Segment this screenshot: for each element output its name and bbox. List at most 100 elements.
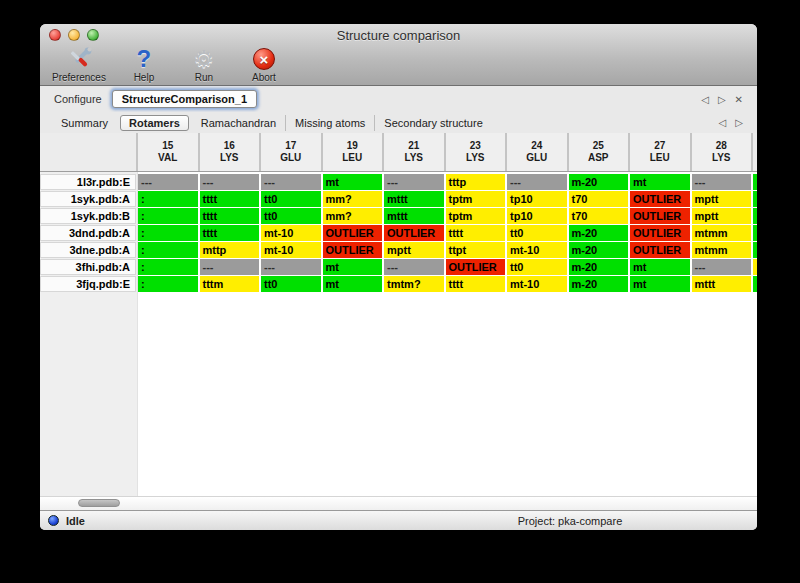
rotamer-cell[interactable]: mt-10: [507, 242, 567, 258]
preferences-button[interactable]: Preferences: [52, 46, 106, 83]
rotamer-cell[interactable]: mm?: [323, 191, 383, 207]
prev-tab-icon[interactable]: ◁: [719, 117, 727, 128]
tab-ramachandran[interactable]: Ramachandran: [192, 115, 285, 131]
rotamer-cell[interactable]: OUTLIER: [323, 225, 383, 241]
rotamer-cell[interactable]: mttt: [384, 191, 444, 207]
rotamer-cell[interactable]: mt: [323, 259, 383, 275]
close-config-icon[interactable]: ✕: [735, 94, 743, 105]
row-label[interactable]: 1l3r.pdb:E: [40, 174, 136, 190]
rotamer-cell[interactable]: tp10: [507, 191, 567, 207]
zoom-window-button[interactable]: [87, 29, 99, 41]
rotamer-cell[interactable]: tt0: [261, 191, 321, 207]
rotamer-cell[interactable]: tttt: [200, 208, 260, 224]
column-header-16[interactable]: 16LYS: [200, 133, 260, 171]
tab-summary[interactable]: Summary: [52, 115, 117, 131]
rotamer-cell[interactable]: m-20: [569, 276, 629, 292]
rotamer-cell[interactable]: mttt: [384, 208, 444, 224]
rotamer-cell[interactable]: ---: [692, 259, 752, 275]
close-window-button[interactable]: [49, 29, 61, 41]
rotamer-cell[interactable]: mttt: [692, 276, 752, 292]
column-header-17[interactable]: 17GLU: [261, 133, 321, 171]
rotamer-cell[interactable]: tttt: [446, 225, 506, 241]
rotamer-cell[interactable]: OUTLIER: [446, 259, 506, 275]
column-header-19[interactable]: 19LEU: [323, 133, 383, 171]
column-header-15[interactable]: 15VAL: [138, 133, 198, 171]
rotamer-cell[interactable]: mt: [630, 276, 690, 292]
rotamer-cell[interactable]: mt-10: [261, 225, 321, 241]
rotamer-cell[interactable]: tt0: [507, 259, 567, 275]
help-button[interactable]: ? Help: [122, 46, 166, 83]
rotamer-cell[interactable]: m-20: [569, 259, 629, 275]
rotamer-cell[interactable]: mttp: [200, 242, 260, 258]
rotamer-cell[interactable]: mm?: [323, 208, 383, 224]
rotamer-cell[interactable]: tttp: [446, 174, 506, 190]
rotamer-cell[interactable]: tt0: [507, 225, 567, 241]
rotamer-cell[interactable]: mptt: [692, 208, 752, 224]
rotamer-cell[interactable]: :: [138, 191, 198, 207]
minimize-window-button[interactable]: [68, 29, 80, 41]
rotamer-cell[interactable]: tp10: [507, 208, 567, 224]
rotamer-cell[interactable]: OUTLIER: [630, 191, 690, 207]
tab-missing-atoms[interactable]: Missing atoms: [285, 115, 374, 131]
rotamer-cell[interactable]: tttt: [200, 191, 260, 207]
rotamer-cell[interactable]: OUTLIER: [630, 242, 690, 258]
configuration-tab[interactable]: StructureComparison_1: [112, 90, 257, 108]
rotamer-cell[interactable]: mtmm: [692, 225, 752, 241]
rotamer-cell[interactable]: mt: [323, 276, 383, 292]
row-label[interactable]: 3fjq.pdb:E: [40, 276, 136, 292]
rotamer-cell[interactable]: tptm: [446, 208, 506, 224]
abort-button[interactable]: × Abort: [242, 46, 286, 83]
rotamer-cell[interactable]: mtmm: [692, 242, 752, 258]
row-label[interactable]: 3dne.pdb:A: [40, 242, 136, 258]
column-header-24[interactable]: 24GLU: [507, 133, 567, 171]
rotamer-cell[interactable]: ---: [200, 259, 260, 275]
rotamer-cell[interactable]: mt-10: [507, 276, 567, 292]
rotamer-cell[interactable]: mt-10: [261, 242, 321, 258]
rotamer-cell[interactable]: tttt: [200, 225, 260, 241]
rotamer-cell[interactable]: :: [138, 225, 198, 241]
rotamer-cell[interactable]: tt0: [261, 276, 321, 292]
rotamer-cell[interactable]: mt: [630, 174, 690, 190]
rotamer-cell[interactable]: mptt: [384, 242, 444, 258]
horizontal-scrollbar[interactable]: [40, 496, 757, 510]
rotamer-cell[interactable]: :: [138, 242, 198, 258]
rotamer-cell[interactable]: ---: [200, 174, 260, 190]
rotamer-cell[interactable]: OUTLIER: [323, 242, 383, 258]
next-tab-icon[interactable]: ▷: [735, 117, 743, 128]
rotamer-cell[interactable]: mt: [630, 259, 690, 275]
rotamer-cell[interactable]: mt: [323, 174, 383, 190]
run-button[interactable]: ⚙ Run: [182, 46, 226, 83]
rotamer-cell[interactable]: m-20: [569, 242, 629, 258]
rotamer-cell[interactable]: ---: [261, 174, 321, 190]
column-header-27[interactable]: 27LEU: [630, 133, 690, 171]
rotamer-cell[interactable]: OUTLIER: [384, 225, 444, 241]
scrollbar-thumb[interactable]: [78, 499, 120, 507]
rotamer-cell[interactable]: m-20: [569, 225, 629, 241]
rotamer-cell[interactable]: tttt: [446, 276, 506, 292]
rotamer-cell[interactable]: tptm: [446, 191, 506, 207]
rotamer-cell[interactable]: ---: [138, 174, 198, 190]
rotamer-cell[interactable]: tttm: [200, 276, 260, 292]
tab-secondary-structure[interactable]: Secondary structure: [374, 115, 491, 131]
column-header-28[interactable]: 28LYS: [692, 133, 752, 171]
row-label[interactable]: 3fhi.pdb:A: [40, 259, 136, 275]
row-label[interactable]: 1syk.pdb:B: [40, 208, 136, 224]
title-bar[interactable]: Structure comparison: [40, 24, 757, 46]
rotamer-cell[interactable]: OUTLIER: [630, 208, 690, 224]
next-config-icon[interactable]: ▷: [718, 94, 726, 105]
column-header-21[interactable]: 21LYS: [384, 133, 444, 171]
rotamer-cell[interactable]: :: [138, 208, 198, 224]
rotamer-cell[interactable]: m-20: [569, 174, 629, 190]
rotamer-cell[interactable]: ttpt: [446, 242, 506, 258]
rotamer-cell[interactable]: ---: [384, 259, 444, 275]
column-header-25[interactable]: 25ASP: [569, 133, 629, 171]
rotamer-cell[interactable]: ---: [507, 174, 567, 190]
rotamer-cell[interactable]: ---: [692, 174, 752, 190]
rotamer-cell[interactable]: OUTLIER: [630, 225, 690, 241]
rotamer-cell[interactable]: ---: [384, 174, 444, 190]
tab-rotamers[interactable]: Rotamers: [120, 115, 189, 131]
rotamer-cell[interactable]: t70: [569, 191, 629, 207]
rotamer-cell[interactable]: :: [138, 259, 198, 275]
column-header-23[interactable]: 23LYS: [446, 133, 506, 171]
row-label[interactable]: 3dnd.pdb:A: [40, 225, 136, 241]
